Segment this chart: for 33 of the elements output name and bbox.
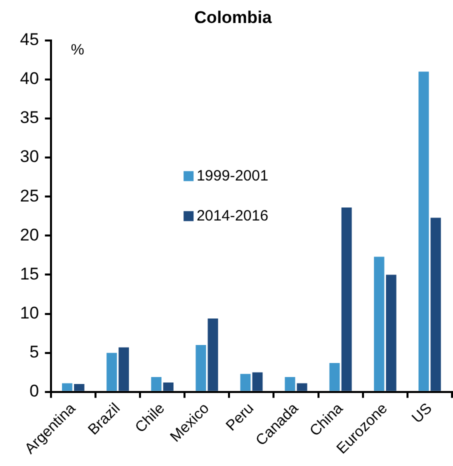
bar xyxy=(418,72,429,391)
bar xyxy=(284,377,296,391)
y-tick-label: 35 xyxy=(20,108,39,128)
bar xyxy=(74,384,84,391)
y-tick-label: 25 xyxy=(20,186,39,206)
x-tick-label: US xyxy=(408,400,436,427)
legend-label: 1999-2001 xyxy=(196,167,268,184)
bar xyxy=(296,383,308,391)
bar xyxy=(240,374,251,391)
y-tick-label: 20 xyxy=(20,225,39,244)
bar xyxy=(374,256,384,391)
bar xyxy=(252,372,263,391)
y-tick-label: 10 xyxy=(20,303,39,322)
bar xyxy=(208,318,218,391)
bar xyxy=(151,377,162,391)
bar xyxy=(341,208,352,391)
chart-title: Colombia xyxy=(194,8,272,27)
y-tick-label: 5 xyxy=(29,342,39,362)
y-tick-label: 0 xyxy=(29,382,39,401)
bar xyxy=(430,218,441,391)
bar xyxy=(196,345,206,391)
bar xyxy=(329,362,340,391)
y-tick-label: 45 xyxy=(20,30,39,50)
y-axis-title: % xyxy=(70,42,84,59)
bar xyxy=(118,347,129,391)
y-tick-label: 30 xyxy=(20,147,39,166)
y-tick-label: 15 xyxy=(20,264,39,284)
bar xyxy=(106,352,117,391)
y-tick-label: 40 xyxy=(20,69,39,88)
bar xyxy=(62,383,72,391)
legend-label: 2014-2016 xyxy=(196,207,268,224)
bar xyxy=(386,274,396,391)
bar xyxy=(163,382,174,391)
